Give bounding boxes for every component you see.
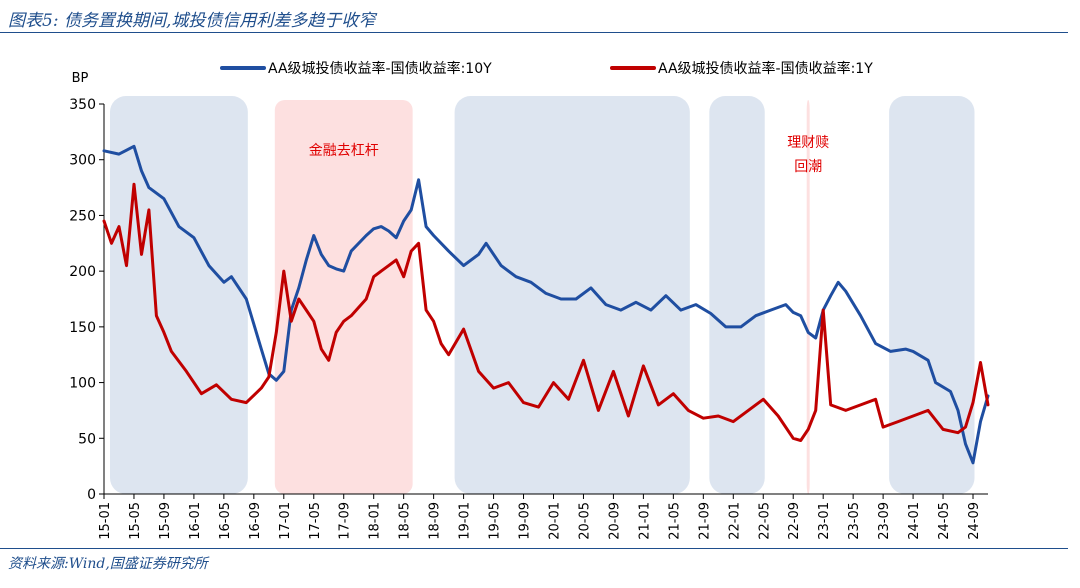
x-tick-label: 20-09 xyxy=(607,502,622,540)
legend: AA级城投债收益率-国债收益率:10Y AA级城投债收益率-国债收益率:1Y xyxy=(220,60,873,77)
x-tick-label: 22-09 xyxy=(787,502,802,540)
series-line-1y xyxy=(102,182,990,442)
series-lines xyxy=(102,144,990,465)
shaded-period-2 xyxy=(274,100,413,494)
shaded-period-label: 金融去杠杆 xyxy=(309,143,379,159)
shaded-period-3 xyxy=(454,96,690,494)
x-tick-label: 17-05 xyxy=(308,502,323,540)
x-axis: 15-01 15-05 15-09 16-01 16-05 16-09 17-01 17-05… xyxy=(98,493,988,540)
x-tick-label: 20-05 xyxy=(577,502,592,540)
shaded-period-label-line-2: 回潮 xyxy=(794,159,822,175)
y-tick-label: 200 xyxy=(69,264,96,280)
x-tick-label: 15-01 xyxy=(98,502,113,540)
x-tick-label: 18-05 xyxy=(398,502,413,540)
y-tick-label: 250 xyxy=(69,208,96,224)
legend-label-1: AA级城投债收益率-国债收益率:10Y xyxy=(268,60,492,77)
x-tick-label: 18-01 xyxy=(368,502,383,540)
x-tick-label: 21-01 xyxy=(637,502,652,540)
x-tick-label: 19-09 xyxy=(518,502,533,540)
x-tick-label: 24-05 xyxy=(937,502,952,540)
x-tick-label: 16-09 xyxy=(248,502,263,540)
x-tick-label: 23-01 xyxy=(817,502,832,540)
x-tick-label: 22-01 xyxy=(727,502,742,540)
y-tick-label: 350 xyxy=(69,97,96,113)
x-tick-label: 24-09 xyxy=(967,502,982,540)
x-tick-label: 16-01 xyxy=(188,502,203,540)
shaded-period-label-line-1: 理财赎 xyxy=(787,134,829,151)
y-axis-label: BP xyxy=(72,71,89,86)
shaded-period-5 xyxy=(806,100,810,494)
x-tick-label: 17-01 xyxy=(278,502,293,540)
x-tick-label: 15-09 xyxy=(158,502,173,540)
y-tick-label: 0 xyxy=(87,487,96,503)
x-tick-label: 18-09 xyxy=(428,502,443,540)
x-tick-label: 24-01 xyxy=(907,502,922,540)
legend-label-2: AA级城投债收益率-国债收益率:1Y xyxy=(658,60,873,77)
y-tick-label: 150 xyxy=(69,320,96,336)
top-rule xyxy=(0,32,1068,33)
y-tick-label: 100 xyxy=(69,376,96,392)
x-tick-label: 16-05 xyxy=(218,502,233,540)
x-tick-label: 22-05 xyxy=(757,502,772,540)
y-tick-label: 300 xyxy=(69,153,96,169)
figure-title: 图表5: 债务置换期间,城投债信用利差多趋于收窄 xyxy=(8,11,376,31)
x-tick-label: 17-09 xyxy=(338,502,353,540)
shaded-period-4 xyxy=(709,96,765,494)
shaded-period-6 xyxy=(889,96,975,494)
x-tick-label: 20-01 xyxy=(547,502,562,540)
bottom-rule xyxy=(0,548,1068,549)
x-tick-label: 21-09 xyxy=(697,502,712,540)
x-tick-label: 15-05 xyxy=(128,502,143,540)
x-tick-label: 19-01 xyxy=(458,502,473,540)
x-tick-label: 23-05 xyxy=(847,502,862,540)
y-tick-label: 50 xyxy=(78,431,96,447)
source-note: 资料来源:Wind,国盛证券研究所 xyxy=(8,556,208,572)
shaded-periods xyxy=(110,96,975,494)
x-tick-label: 19-05 xyxy=(488,502,503,540)
x-tick-label: 21-05 xyxy=(667,502,682,540)
shaded-period-1 xyxy=(110,96,248,494)
y-axis: 0 50 100 150 200 250 300 350 xyxy=(69,97,105,503)
x-tick-label: 23-09 xyxy=(877,502,892,540)
